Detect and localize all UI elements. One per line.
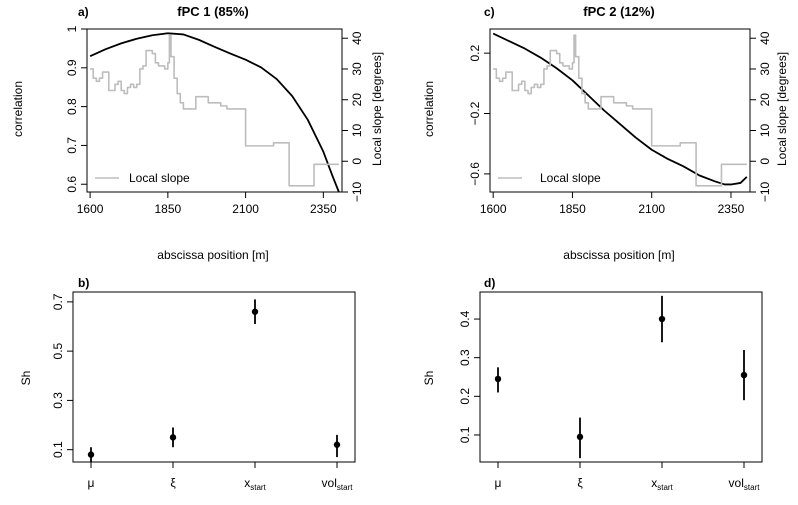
y2-axis-label: Local slope [degrees] xyxy=(370,52,384,166)
series-line-local-slope xyxy=(493,34,747,187)
x-tick-label: xstart xyxy=(244,476,266,492)
data-point xyxy=(169,434,177,441)
y-tick-label: 0.1 xyxy=(51,441,65,458)
y-axis-label: correlation xyxy=(11,81,25,137)
y-tick-label: 0.7 xyxy=(65,137,79,154)
legend-label: Local slope xyxy=(540,171,601,185)
panel-label: d) xyxy=(484,276,495,290)
chart-title: fPC 1 (85%) xyxy=(177,4,249,19)
y-tick-label: 1 xyxy=(65,25,79,32)
y2-tick-label: −10 xyxy=(350,181,364,202)
y-tick-label: 0.8 xyxy=(65,98,79,115)
data-point xyxy=(251,308,259,315)
plot-frame xyxy=(72,291,356,463)
y-axis-label: Sh xyxy=(422,371,436,386)
plot-frame xyxy=(489,28,751,193)
x-tick-label: 2100 xyxy=(638,202,665,216)
y-tick-label: 0.5 xyxy=(51,342,65,359)
data-point xyxy=(576,433,584,441)
y2-tick-label: 30 xyxy=(758,62,772,76)
y-tick-label: 0.2 xyxy=(458,388,472,405)
y-tick-label: 0.7 xyxy=(51,293,65,310)
y-tick-label: 0.1 xyxy=(458,426,472,443)
y-tick-label: −0.6 xyxy=(468,162,482,186)
panel-d: d) Sh 0.1 0.2 0.3 0.4 μ ξ xstart volstart xyxy=(422,276,763,492)
y2-tick-label: 20 xyxy=(350,93,364,107)
y2-tick-label: 20 xyxy=(758,93,772,107)
series-line-correlation xyxy=(492,32,748,186)
x-tick-label: 2100 xyxy=(232,202,259,216)
y-tick-label: 0.2 xyxy=(468,44,482,61)
y-tick-label: 0.3 xyxy=(458,349,472,366)
x-tick-label: 1600 xyxy=(77,202,104,216)
x-tick-label: volstart xyxy=(729,476,761,492)
x-tick-label: 1850 xyxy=(559,202,586,216)
panel-label: c) xyxy=(484,5,495,19)
panel-c: c) fPC 2 (12%) abscissa position [m] cor… xyxy=(422,4,789,262)
y2-tick-label: 10 xyxy=(758,123,772,137)
x-tick-label: xstart xyxy=(651,476,673,492)
x-tick-label: volstart xyxy=(322,476,354,492)
y2-tick-label: 0 xyxy=(758,158,772,165)
data-point xyxy=(740,371,748,379)
y2-tick-label: 30 xyxy=(350,62,364,76)
plot-frame xyxy=(479,291,763,463)
x-tick-label: μ xyxy=(88,476,95,490)
series-line-correlation xyxy=(89,32,340,193)
data-point xyxy=(658,315,666,323)
y2-tick-label: 0 xyxy=(350,158,364,165)
y2-tick-label: 10 xyxy=(350,123,364,137)
y-tick-label: 0.9 xyxy=(65,59,79,76)
x-tick-label: 1850 xyxy=(155,202,182,216)
chart-title: fPC 2 (12%) xyxy=(583,4,655,19)
y2-axis-label: Local slope [degrees] xyxy=(775,52,789,166)
x-tick-label: μ xyxy=(495,476,502,490)
y-axis-label: correlation xyxy=(422,81,436,137)
x-tick-label: ξ xyxy=(170,476,176,490)
x-tick-label: 2350 xyxy=(310,202,337,216)
panel-b: b) Sh 0.1 0.3 0.5 0.7 μ ξ xstart volstart xyxy=(19,276,356,492)
x-tick-label: ξ xyxy=(577,476,583,490)
y-tick-label: 0.3 xyxy=(51,392,65,409)
y-axis-label: Sh xyxy=(19,371,33,386)
panel-label: a) xyxy=(78,5,89,19)
series-line-local-slope xyxy=(90,34,339,187)
x-tick-label: 1600 xyxy=(480,202,507,216)
panel-a: a) fPC 1 (85%) abscissa position [m] cor… xyxy=(11,4,384,262)
data-point xyxy=(333,441,341,448)
x-axis-label: abscissa position [m] xyxy=(563,248,674,262)
y-tick-label: 0.6 xyxy=(65,176,79,193)
x-tick-label: 2350 xyxy=(718,202,745,216)
plot-frame xyxy=(86,28,343,193)
y-tick-label: 0.4 xyxy=(458,310,472,327)
y2-tick-label: 40 xyxy=(350,31,364,45)
data-point xyxy=(494,375,502,383)
y-tick-label: −0.2 xyxy=(468,101,482,125)
panel-label: b) xyxy=(78,276,89,290)
data-point xyxy=(87,451,95,458)
y2-tick-label: 40 xyxy=(758,31,772,45)
y2-tick-label: −10 xyxy=(758,181,772,202)
legend-label: Local slope xyxy=(129,171,190,185)
x-axis-label: abscissa position [m] xyxy=(157,248,268,262)
